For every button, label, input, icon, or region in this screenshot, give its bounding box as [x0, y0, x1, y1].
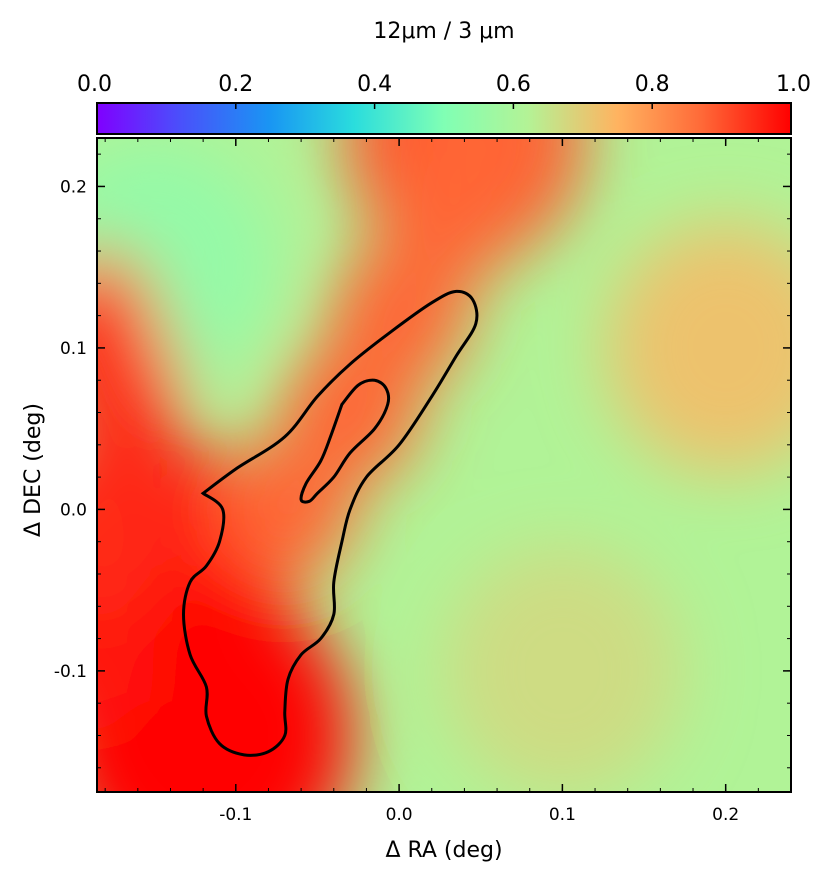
contour-inner — [299, 378, 391, 504]
y-axis-title: Δ DEC (deg) — [21, 403, 46, 537]
plot-frame — [96, 137, 792, 793]
heatmap-edge-0 — [97, 461, 166, 622]
x-tick-label: 0.0 — [386, 805, 413, 825]
contour-lines — [181, 289, 479, 757]
colorbar-gradient — [97, 103, 791, 134]
x-tick-label: 0.2 — [712, 805, 739, 825]
colorbar-ticks: 0.0 0.2 0.4 0.6 0.8 1.0 — [77, 72, 811, 109]
colorbar-title: 12μm / 3 μm — [373, 19, 514, 44]
heatmap-ridge-6 — [410, 138, 551, 208]
heatmap-region-3 — [442, 544, 683, 792]
x-tick-label: 0.1 — [549, 805, 576, 825]
colorbar-tick-label: 0.2 — [218, 72, 253, 97]
x-tick-label: -0.1 — [219, 805, 252, 825]
plot-area — [97, 138, 791, 792]
colorbar-tick-label: 0.0 — [77, 72, 112, 97]
colorbar-tick-label: 0.4 — [357, 72, 392, 97]
colorbar-tick-label: 1.0 — [776, 72, 811, 97]
axis-ticks: -0.1 0.0 0.1 0.2 -0.1 0.0 0.1 0.2 — [54, 138, 792, 825]
heatmap-ridge-0 — [100, 697, 241, 792]
heatmap-region-2 — [605, 221, 791, 474]
colorbar: 0.0 0.2 0.4 0.6 0.8 1.0 — [77, 72, 811, 135]
x-axis-title: Δ RA (deg) — [385, 838, 502, 863]
y-tick-label: 0.0 — [60, 500, 87, 520]
y-tick-label: -0.1 — [54, 662, 87, 682]
contour-outer — [181, 289, 479, 757]
heatmap-field — [97, 138, 791, 792]
heatmap-ridge-1 — [149, 568, 290, 709]
colorbar-tick-label: 0.8 — [635, 72, 670, 97]
y-tick-label: 0.1 — [60, 339, 87, 359]
colorbar-frame — [96, 102, 792, 135]
heatmap-edge-2 — [97, 251, 157, 412]
y-tick-label: 0.2 — [60, 177, 87, 197]
colorbar-tick-label: 0.6 — [496, 72, 531, 97]
